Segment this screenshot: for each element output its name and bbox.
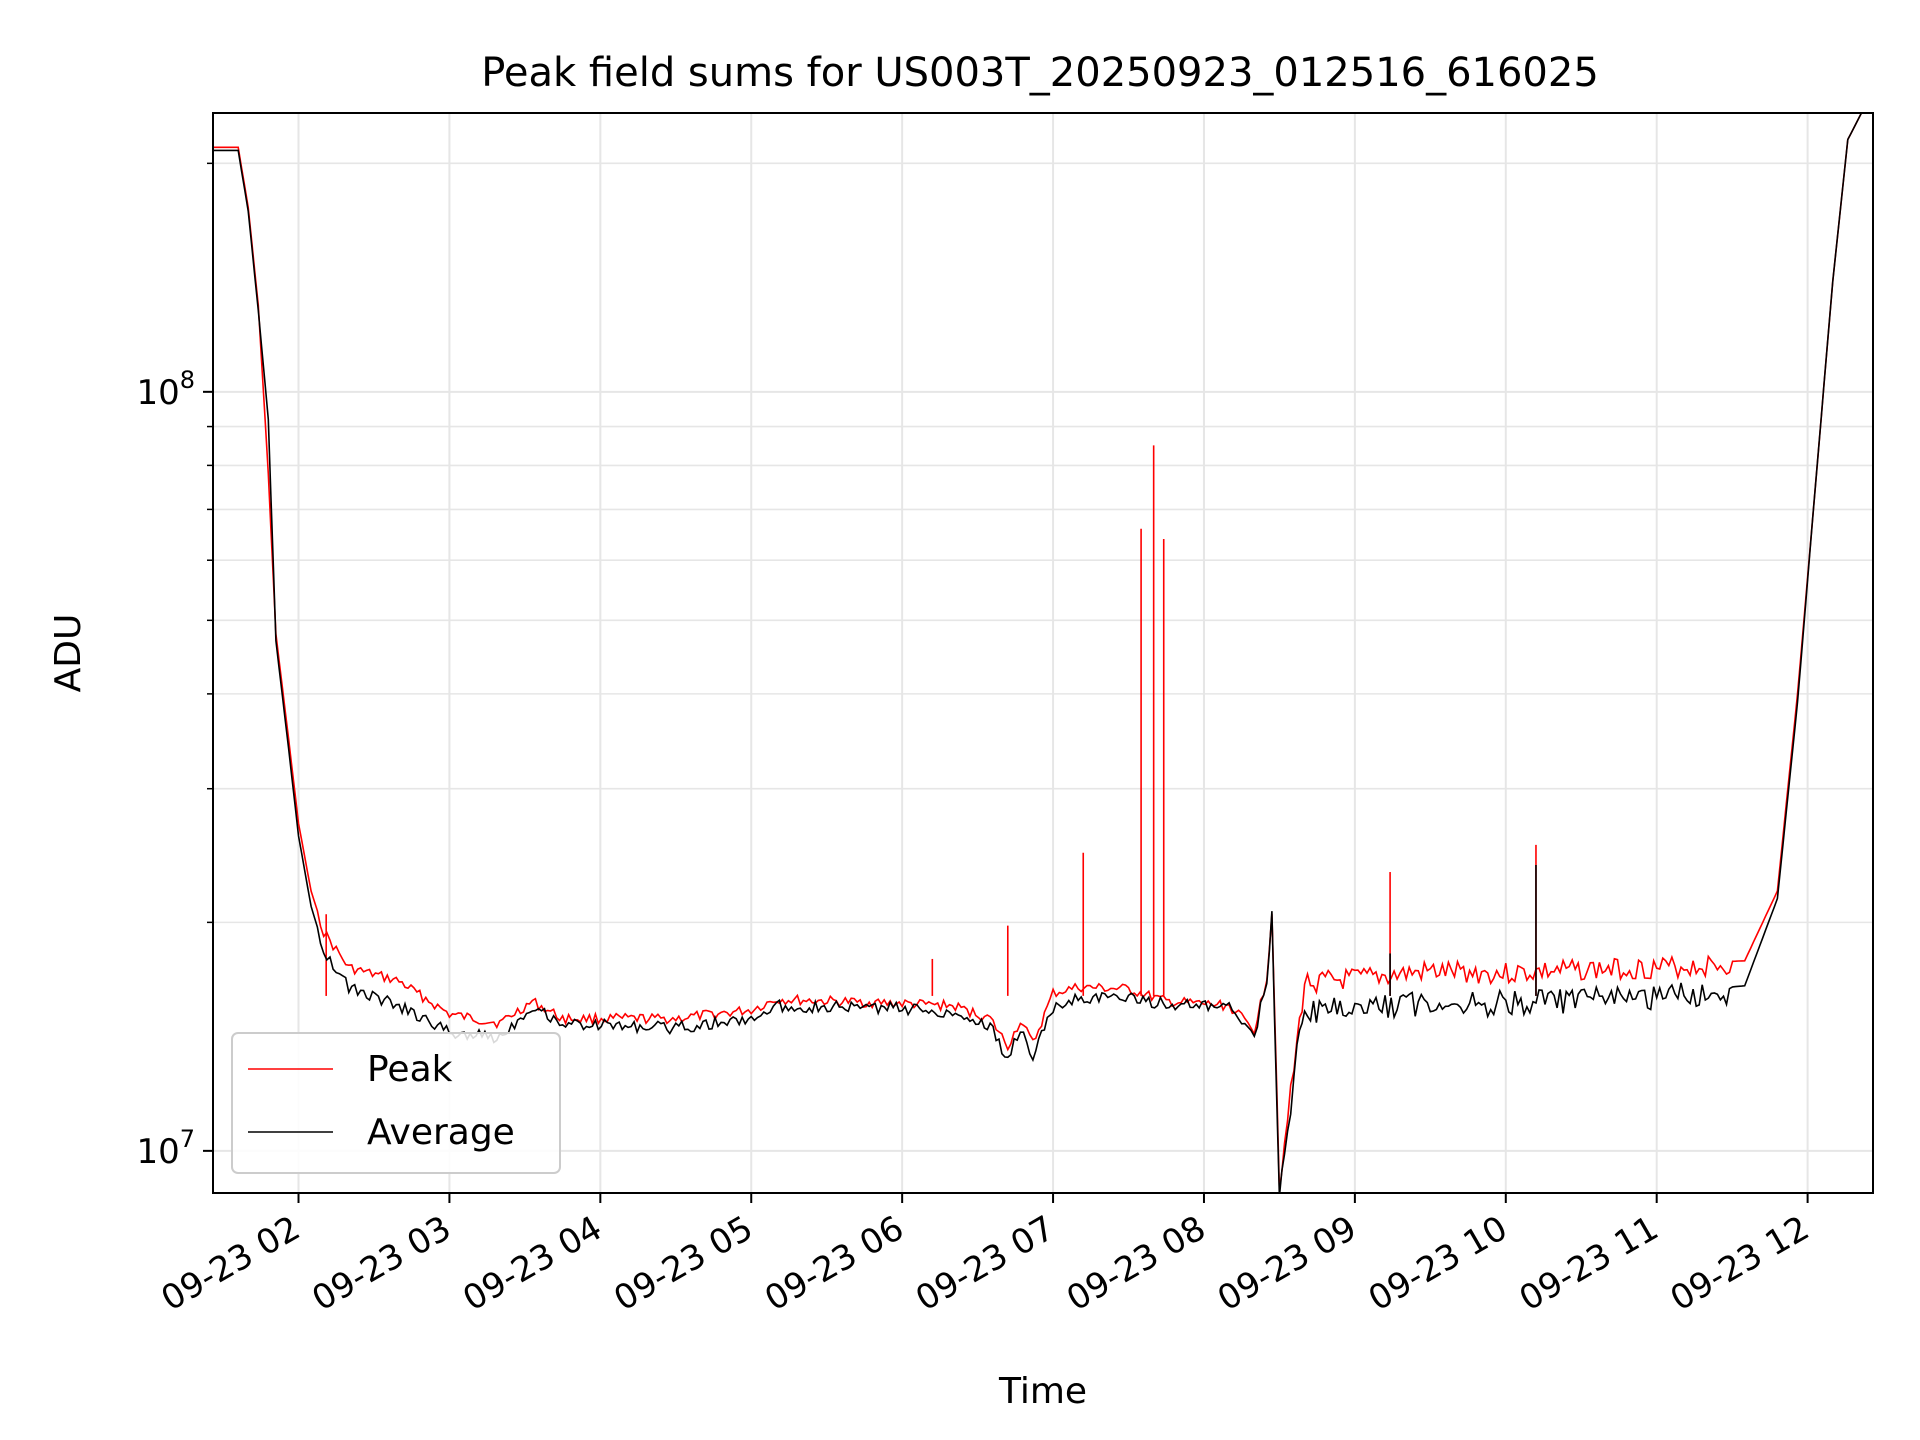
y-tick-label: 108 (136, 366, 195, 413)
y-axis: 107 108 (136, 162, 213, 1172)
legend-label-average: Average (367, 1112, 515, 1153)
legend-label-peak: Peak (367, 1049, 453, 1090)
y-tick-label: 107 (136, 1125, 195, 1172)
legend-box (231, 1032, 561, 1174)
plot-frame (212, 112, 1874, 1194)
chart-title: Peak field sums for US003T_20250923_0125… (481, 50, 1599, 96)
x-axis-label: Time (998, 1371, 1087, 1412)
legend: Peak Average (231, 1032, 561, 1174)
grid-lines (213, 113, 1873, 1193)
series-line-peak (213, 113, 1863, 1191)
y-axis-label: ADU (48, 614, 89, 693)
series-layer (213, 113, 1863, 1193)
